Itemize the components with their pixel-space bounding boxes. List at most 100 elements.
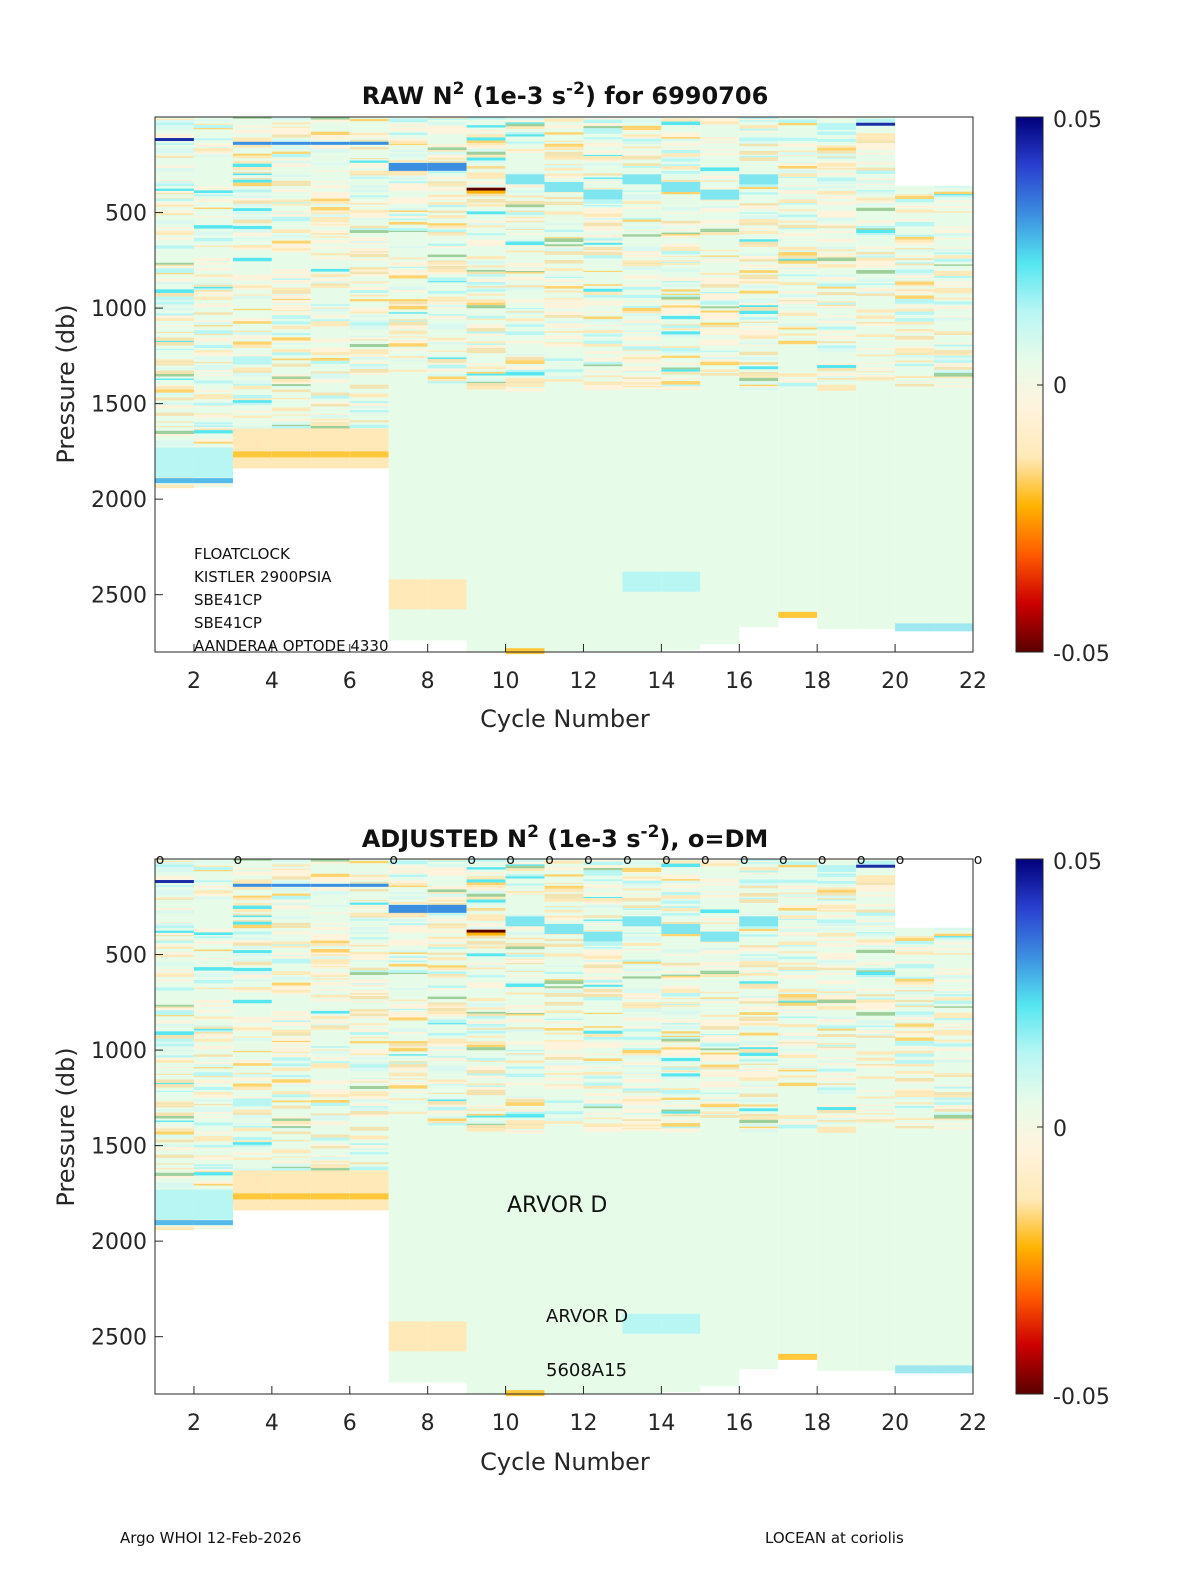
heat-cell	[155, 1057, 194, 1061]
heat-cell	[505, 126, 545, 130]
heat-cell	[466, 225, 506, 228]
heat-cell	[466, 1075, 506, 1079]
heat-cell	[739, 957, 779, 962]
heat-cell	[466, 347, 506, 350]
heat-cell	[310, 1137, 350, 1141]
heat-cell	[661, 860, 701, 864]
heat-cell	[271, 859, 311, 863]
heat-cell	[661, 324, 701, 326]
heat-cell	[388, 343, 428, 347]
heat-cell	[505, 970, 545, 972]
heat-cell	[349, 917, 389, 920]
heat-cell	[544, 1085, 584, 1089]
heat-cell	[155, 342, 194, 346]
heat-cell	[817, 123, 857, 127]
heat-cell	[232, 1168, 272, 1171]
heat-cell	[622, 1129, 662, 1131]
heat-cell	[193, 231, 233, 236]
heat-cell	[778, 292, 818, 294]
heat-cell	[232, 178, 272, 180]
heat-cell	[934, 1097, 973, 1100]
heat-cell	[271, 985, 311, 988]
heat-cell	[856, 1104, 896, 1107]
heat-cell	[505, 217, 545, 222]
heat-cell	[232, 950, 272, 954]
heat-cell	[505, 1041, 545, 1045]
heat-cell	[856, 949, 896, 954]
heat-cell	[349, 1148, 389, 1151]
heat-cell	[349, 118, 389, 122]
heat-cell	[193, 151, 233, 155]
heat-cell	[427, 1123, 467, 1126]
heat-cell	[193, 1125, 233, 1127]
heat-cell	[739, 117, 779, 120]
heat-cell	[388, 860, 428, 865]
heat-cell	[544, 251, 584, 255]
heat-cell	[622, 1126, 662, 1128]
heat-cell	[622, 976, 662, 979]
heat-cell	[934, 191, 973, 195]
heat-cell	[934, 381, 973, 383]
heat-cell	[661, 1045, 701, 1048]
heat-cell	[427, 1057, 467, 1061]
heat-cell	[349, 1106, 389, 1108]
heat-cell	[739, 377, 779, 382]
heat-cell	[661, 1128, 701, 1133]
heat-cell	[661, 212, 701, 214]
heat-cell	[739, 231, 779, 234]
heat-cell	[466, 1091, 506, 1096]
heat-cell	[583, 993, 623, 998]
heat-cell	[349, 175, 389, 178]
heat-cell	[388, 1063, 428, 1068]
heat-cell	[856, 260, 896, 264]
heat-cell	[155, 1112, 194, 1116]
heat-cell	[349, 1103, 389, 1107]
heat-cell	[622, 1078, 662, 1083]
heat-cell	[271, 386, 311, 388]
heat-cell	[466, 1021, 506, 1025]
heat-cell	[778, 932, 818, 936]
heat-cell	[232, 370, 272, 373]
heat-cell	[427, 1043, 467, 1047]
heat-cell	[388, 874, 428, 877]
heat-cell	[778, 199, 818, 204]
heat-cell	[622, 382, 662, 385]
heat-cell	[817, 278, 857, 281]
heat-cell	[817, 379, 857, 381]
heat-cell	[155, 1101, 194, 1103]
heat-cell	[310, 230, 350, 233]
heat-cell	[349, 981, 389, 984]
heat-cell	[193, 361, 233, 364]
heat-cell	[700, 350, 740, 352]
heat-cell	[661, 1313, 701, 1334]
heat-cell	[466, 333, 506, 337]
heat-cell	[388, 301, 428, 305]
heat-cell	[388, 215, 428, 218]
heat-cell	[155, 1186, 194, 1189]
heat-cell	[155, 148, 194, 151]
heat-cell	[155, 1172, 194, 1176]
heat-cell	[583, 923, 623, 925]
heat-cell	[778, 122, 818, 126]
heat-cell	[895, 990, 935, 992]
heat-cell	[700, 136, 740, 141]
heat-cell	[700, 219, 740, 224]
heat-cell	[739, 326, 779, 328]
heat-cell	[155, 299, 194, 302]
heat-cell	[271, 952, 311, 955]
heat-cell	[271, 158, 311, 161]
heat-cell	[349, 1091, 389, 1094]
heat-cell	[661, 1010, 701, 1015]
heat-cell	[739, 310, 779, 314]
heat-cell	[817, 246, 857, 250]
heat-cell	[856, 920, 896, 923]
heat-cell	[661, 1037, 701, 1039]
heat-cell	[739, 361, 779, 364]
heat-column-11	[544, 859, 584, 1394]
heat-cell	[895, 1005, 935, 1008]
heat-cell	[817, 306, 857, 309]
heat-cell	[232, 1059, 272, 1064]
heat-cell	[310, 422, 350, 424]
heat-cell	[700, 208, 740, 212]
heat-cell	[193, 148, 233, 152]
